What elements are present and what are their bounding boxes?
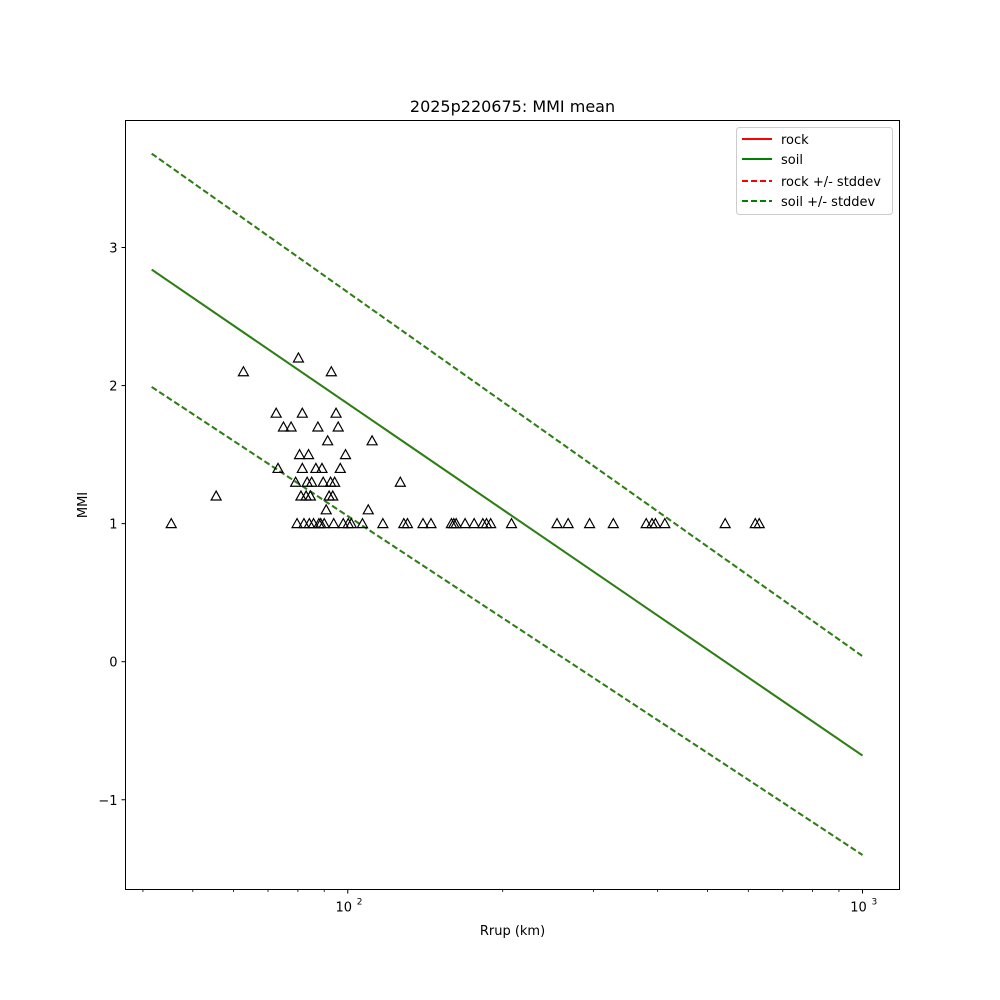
observation-point bbox=[484, 517, 497, 529]
observation-point bbox=[317, 475, 330, 487]
observation-point bbox=[325, 365, 338, 377]
observation-point bbox=[304, 489, 317, 501]
legend: rock soil rock +/- stddev soil +/- stdde… bbox=[736, 127, 893, 215]
observation-point bbox=[292, 351, 305, 363]
observation-point bbox=[332, 420, 345, 432]
observation-point bbox=[165, 517, 178, 529]
observation-point bbox=[640, 517, 653, 529]
observation-point bbox=[401, 517, 414, 529]
observation-point bbox=[327, 517, 340, 529]
observation-point bbox=[296, 406, 309, 418]
observation-point bbox=[289, 475, 302, 487]
plot-frame bbox=[125, 120, 900, 890]
observation-point bbox=[270, 406, 283, 418]
legend-label-soil: soil bbox=[781, 153, 803, 168]
observation-point bbox=[330, 406, 343, 418]
observation-point bbox=[649, 517, 662, 529]
observation-point bbox=[394, 475, 407, 487]
observation-point bbox=[362, 503, 375, 515]
plot-area bbox=[125, 120, 900, 890]
observation-point bbox=[210, 489, 223, 501]
x-axis-label: Rrup (km) bbox=[480, 924, 545, 939]
observation-point bbox=[311, 420, 324, 432]
x-tick-label: 10 bbox=[335, 901, 352, 916]
x-tick-exponent: 2 bbox=[357, 898, 363, 908]
observation-point bbox=[366, 434, 379, 446]
observation-point bbox=[291, 517, 304, 529]
observation-point bbox=[416, 517, 429, 529]
observation-point bbox=[719, 517, 732, 529]
observation-point bbox=[294, 489, 307, 501]
series-line-soil-1 bbox=[151, 268, 864, 757]
y-tick-label: −1 bbox=[98, 794, 117, 809]
y-tick-label: 3 bbox=[109, 242, 117, 257]
x-axis: 10 2 10 3 bbox=[142, 889, 877, 916]
observation-point bbox=[562, 517, 575, 529]
observation-point bbox=[551, 517, 564, 529]
legend-label-soil-stddev: soil +/- stddev bbox=[781, 195, 876, 210]
observation-point bbox=[285, 420, 298, 432]
observation-point bbox=[376, 517, 389, 529]
observation-point bbox=[318, 517, 331, 529]
observation-point bbox=[468, 517, 481, 529]
x-tick-exponent: 3 bbox=[871, 898, 877, 908]
observation-point bbox=[296, 462, 309, 474]
observation-point bbox=[277, 420, 290, 432]
series-line-soil-stddev-5 bbox=[151, 386, 864, 856]
observation-point bbox=[293, 448, 306, 460]
observation-point bbox=[424, 517, 437, 529]
observation-point bbox=[356, 517, 369, 529]
y-tick-label: 0 bbox=[109, 656, 117, 671]
y-axis: −1 0 1 2 3 bbox=[98, 242, 126, 809]
y-tick-label: 2 bbox=[109, 380, 117, 395]
x-tick-label: 10 bbox=[850, 901, 867, 916]
observation-point bbox=[328, 475, 341, 487]
observation-point bbox=[326, 489, 339, 501]
observation-point bbox=[753, 517, 766, 529]
observation-point bbox=[345, 517, 358, 529]
observation-point bbox=[505, 517, 518, 529]
chart-title: 2025p220675: MMI mean bbox=[410, 97, 615, 116]
observation-point bbox=[309, 462, 322, 474]
observation-point bbox=[321, 434, 334, 446]
observation-point bbox=[339, 448, 352, 460]
observation-point bbox=[305, 475, 318, 487]
observation-point bbox=[450, 517, 463, 529]
y-axis-label: MMI bbox=[76, 492, 91, 518]
y-tick-label: 1 bbox=[109, 518, 117, 533]
observation-markers bbox=[165, 351, 766, 529]
observation-point bbox=[237, 365, 250, 377]
legend-box bbox=[736, 127, 893, 215]
observation-point bbox=[334, 462, 347, 474]
observation-point bbox=[583, 517, 596, 529]
observation-point bbox=[302, 448, 315, 460]
observation-point bbox=[315, 462, 328, 474]
observation-point bbox=[658, 517, 671, 529]
series-lines bbox=[151, 152, 864, 856]
observation-point bbox=[607, 517, 620, 529]
observation-point bbox=[320, 503, 333, 515]
series-line-soil-stddev-4 bbox=[151, 152, 864, 657]
observation-point bbox=[272, 462, 285, 474]
legend-label-rock-stddev: rock +/- stddev bbox=[781, 175, 881, 190]
observation-point bbox=[459, 517, 472, 529]
legend-label-rock: rock bbox=[781, 133, 809, 148]
